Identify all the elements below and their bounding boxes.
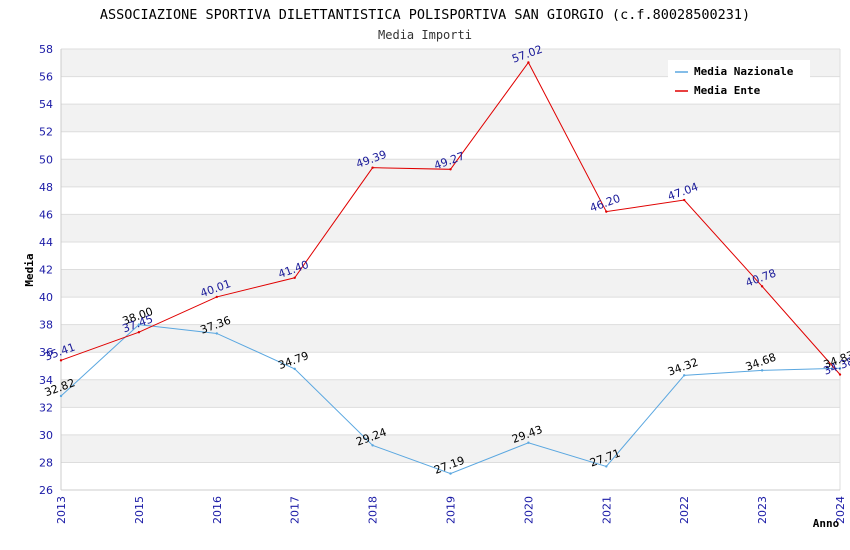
y-tick-label: 52: [39, 126, 53, 139]
legend-label-media-ente: Media Ente: [694, 84, 761, 97]
chart-title: ASSOCIAZIONE SPORTIVA DILETTANTISTICA PO…: [100, 7, 750, 23]
data-point: [605, 210, 608, 213]
y-tick-label: 38: [39, 319, 53, 332]
grid-band: [61, 434, 840, 463]
data-point: [371, 166, 374, 169]
x-tick-label: 2020: [522, 496, 535, 524]
x-tick-label: 2023: [756, 496, 769, 524]
grid-band: [61, 269, 840, 298]
y-tick-label: 46: [39, 208, 53, 221]
grid-band: [61, 241, 840, 270]
legend-label-media-nazionale: Media Nazionale: [694, 65, 794, 78]
x-tick-label: 2018: [367, 496, 380, 524]
x-tick-label: 2024: [834, 496, 847, 524]
y-tick-label: 28: [39, 456, 53, 469]
y-tick-label: 42: [39, 264, 53, 277]
y-tick-label: 48: [39, 181, 53, 194]
data-point: [449, 168, 452, 171]
y-tick-label: 34: [39, 374, 53, 387]
series-lines: [59, 61, 842, 475]
legend-box: [668, 60, 810, 102]
y-tick-label: 44: [39, 236, 53, 249]
data-point: [59, 394, 63, 398]
y-tick-label: 56: [39, 71, 53, 84]
data-point: [215, 295, 218, 299]
data-point: [838, 373, 842, 376]
data-point: [59, 359, 63, 362]
grid-bands: [60, 48, 841, 491]
data-point: [760, 285, 764, 288]
x-tick-label: 2015: [133, 496, 146, 524]
y-tick-label: 30: [39, 429, 53, 442]
grid-band: [61, 379, 840, 408]
data-point: [293, 276, 296, 279]
data-point: [838, 367, 842, 370]
y-axis-ticks: 26 28 30 32 34 36 38 40 42 44 46 48 50 52 54 56 58: [39, 43, 53, 497]
grid-band: [61, 186, 840, 215]
x-tick-label: 2016: [211, 496, 224, 524]
y-tick-label: 26: [39, 484, 53, 497]
grid-band: [61, 352, 840, 380]
chart-subtitle: Media Importi: [378, 28, 472, 42]
data-point: [527, 441, 530, 444]
grid-band: [61, 407, 840, 435]
x-tick-label: 2022: [678, 496, 691, 524]
data-point: [527, 61, 530, 64]
grid-band: [61, 324, 840, 353]
data-point: [683, 374, 686, 377]
y-tick-label: 58: [39, 43, 53, 56]
x-tick-label: 2021: [600, 496, 613, 524]
x-axis-label: Anno: [813, 517, 840, 530]
grid-band: [61, 462, 840, 490]
grid-band: [61, 297, 840, 325]
y-tick-label: 32: [39, 401, 53, 414]
grid-band: [61, 214, 840, 242]
y-tick-label: 54: [39, 98, 53, 111]
data-point: [371, 444, 374, 447]
x-tick-label: 2019: [445, 496, 458, 524]
x-tick-label: 2017: [289, 496, 302, 524]
grid-band: [61, 159, 840, 187]
x-tick-label: 2013: [55, 496, 68, 524]
data-point: [760, 369, 764, 372]
legend: Media Nazionale Media Ente: [668, 60, 810, 102]
y-tick-label: 36: [39, 346, 53, 359]
y-tick-label: 40: [39, 291, 53, 304]
data-point: [137, 323, 141, 326]
y-tick-label: 50: [39, 153, 53, 166]
data-point: [605, 465, 608, 468]
data-point: [683, 198, 686, 202]
grid-band: [61, 131, 840, 160]
data-point: [137, 331, 141, 334]
data-point: [293, 367, 296, 371]
data-point: [449, 472, 452, 475]
x-axis-ticks: 2013 2015 2016 2017 2018 2019 2020 2021 2022 2023…: [55, 496, 847, 524]
data-point: [215, 332, 218, 335]
grid-band: [61, 104, 840, 132]
y-axis-label: Media: [23, 253, 36, 286]
